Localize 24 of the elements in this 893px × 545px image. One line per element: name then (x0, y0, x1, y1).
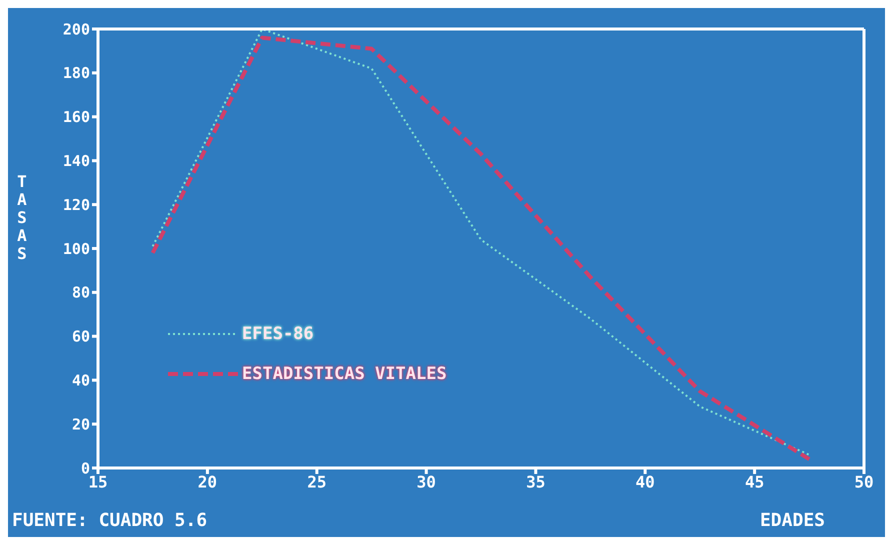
x-tick-label: 40 (636, 472, 655, 492)
x-tick-label: 35 (526, 472, 546, 492)
y-tick-label: 60 (72, 328, 90, 346)
y-tick-label: 140 (62, 152, 90, 170)
y-axis-title: TASAS (16, 172, 28, 263)
x-tick-label: 20 (198, 472, 218, 492)
legend-label: ESTADISTICAS VITALES (242, 363, 447, 386)
legend-label: EFES-86 (242, 323, 314, 346)
y-tick-label: 100 (62, 240, 90, 258)
y-tick-label: 0 (80, 459, 90, 478)
x-tick-label: 45 (744, 472, 764, 492)
y-tick-label: 40 (72, 372, 90, 390)
y-tick-label: 180 (62, 64, 90, 82)
x-tick-label: 50 (854, 472, 874, 492)
y-tick-label: 80 (72, 284, 90, 302)
x-tick-label: 25 (307, 472, 326, 492)
x-tick-label: 15 (88, 472, 108, 492)
y-tick-label: 20 (72, 415, 90, 434)
x-axis-title: EDADES (760, 510, 825, 531)
y-tick-label: 120 (62, 196, 90, 214)
source-note: FUENTE: CUADRO 5.6 (12, 510, 208, 531)
x-tick-label: 30 (416, 472, 436, 492)
y-tick-label: 200 (62, 20, 90, 38)
y-tick-label: 160 (62, 108, 90, 126)
